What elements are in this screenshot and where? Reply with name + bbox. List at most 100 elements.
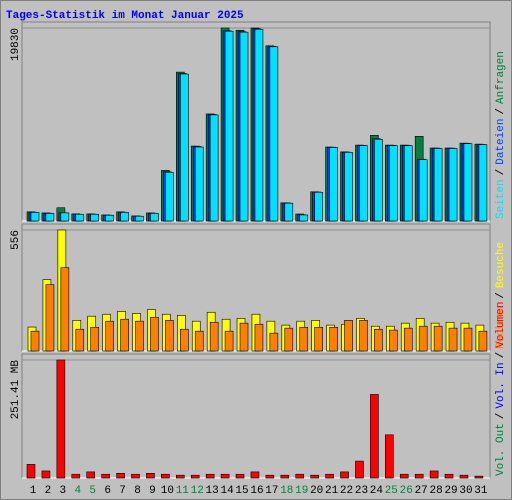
bar xyxy=(131,473,140,479)
bar xyxy=(250,471,260,479)
x-tick-label: 3 xyxy=(60,485,67,497)
bar xyxy=(433,325,443,352)
x-tick-label: 17 xyxy=(265,485,278,497)
bar xyxy=(284,327,294,352)
bar xyxy=(448,327,458,352)
bar xyxy=(45,284,55,352)
bar xyxy=(190,474,200,479)
bar xyxy=(75,213,85,222)
bar xyxy=(433,148,443,222)
bar xyxy=(30,330,40,352)
legend-entry: Volumen xyxy=(495,302,507,348)
legend-entry: Anfragen xyxy=(495,51,507,104)
bar xyxy=(374,138,383,222)
chart-title: Tages-Statistik im Monat Januar 2025 xyxy=(6,10,244,22)
bar xyxy=(146,473,155,479)
bar xyxy=(239,322,249,352)
legend: Rechner / Besuche xyxy=(495,242,507,349)
bar xyxy=(463,327,473,352)
y-tick-label: 251.41 MB xyxy=(10,360,22,420)
bar xyxy=(86,471,96,479)
x-tick-label: 8 xyxy=(134,485,141,497)
x-tick-label: 25 xyxy=(385,485,398,497)
bar xyxy=(120,212,129,222)
x-tick-label: 14 xyxy=(220,485,234,497)
bar xyxy=(385,434,394,479)
bar xyxy=(344,320,353,352)
bar xyxy=(325,473,334,479)
bar xyxy=(463,143,473,222)
bar xyxy=(280,474,290,479)
x-tick-label: 30 xyxy=(459,485,472,497)
bar xyxy=(150,316,159,352)
x-tick-label: 23 xyxy=(355,485,368,497)
bar xyxy=(165,172,174,222)
x-tick-label: 26 xyxy=(400,485,413,497)
bar xyxy=(359,320,368,352)
bar xyxy=(194,330,204,352)
bar xyxy=(269,46,279,222)
legend-entry: Rechner xyxy=(495,303,507,349)
bar xyxy=(474,475,484,479)
bar xyxy=(344,152,353,222)
x-tick-label: 27 xyxy=(415,485,428,497)
bar xyxy=(429,470,439,479)
x-tick-label: 16 xyxy=(250,485,263,497)
x-tick-label: 15 xyxy=(235,485,248,497)
x-tick-label: 9 xyxy=(149,485,156,497)
y-tick-label: 556 xyxy=(10,230,22,250)
x-tick-label: 18 xyxy=(280,485,293,497)
bar xyxy=(418,325,428,352)
legend: Seiten / Dateien / Anfragen xyxy=(495,51,507,219)
bar xyxy=(60,267,70,352)
bar xyxy=(355,460,364,479)
bar xyxy=(105,214,114,222)
bar xyxy=(224,330,234,352)
bar xyxy=(254,323,264,352)
x-tick-label: 11 xyxy=(176,485,190,497)
x-tick-label: 28 xyxy=(430,485,443,497)
legend-entry: Seiten xyxy=(495,179,507,219)
bar xyxy=(478,144,488,222)
legend-entry: Vol. Out xyxy=(495,423,507,476)
bar xyxy=(239,31,249,222)
bar xyxy=(399,473,409,479)
bar xyxy=(90,213,100,222)
bar xyxy=(71,473,81,479)
x-tick-label: 31 xyxy=(474,485,488,497)
bar xyxy=(41,470,51,479)
x-tick-label: 24 xyxy=(370,485,384,497)
bar xyxy=(403,145,413,222)
x-tick-label: 13 xyxy=(206,485,219,497)
bar xyxy=(254,28,264,222)
x-tick-label: 4 xyxy=(74,485,81,497)
x-tick-label: 20 xyxy=(310,485,323,497)
x-tick-label: 19 xyxy=(295,485,308,497)
bar xyxy=(269,332,279,352)
legend-entry: Besuche xyxy=(495,242,507,288)
bar xyxy=(180,328,189,352)
bar xyxy=(45,213,55,222)
legend-entry: Dateien xyxy=(495,119,507,165)
bar xyxy=(194,146,204,222)
bar xyxy=(116,473,125,479)
bar xyxy=(444,473,454,479)
y-tick-label: 19830 xyxy=(10,28,22,61)
bar xyxy=(329,326,338,352)
bar xyxy=(418,159,428,222)
bar xyxy=(90,326,100,352)
x-tick-label: 6 xyxy=(104,485,111,497)
bar xyxy=(359,145,368,222)
x-tick-label: 29 xyxy=(444,485,457,497)
bar xyxy=(478,330,488,352)
bar xyxy=(310,474,319,479)
x-tick-label: 7 xyxy=(119,485,126,497)
bar xyxy=(224,30,234,222)
bar xyxy=(150,213,159,222)
bar xyxy=(26,464,36,479)
x-tick-label: 12 xyxy=(191,485,204,497)
bar xyxy=(414,473,424,479)
bar xyxy=(75,328,85,352)
bar xyxy=(101,473,110,479)
bar xyxy=(209,321,219,352)
